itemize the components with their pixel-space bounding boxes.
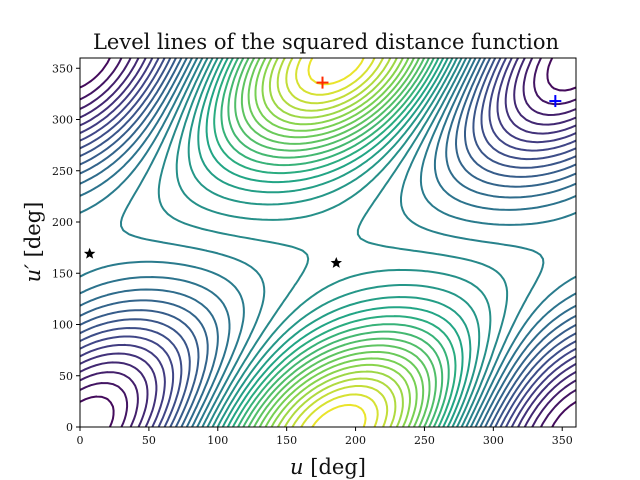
x-axis-ticks: 0 50 100 150 200 250 300 350 <box>77 427 573 447</box>
y-tick-label: 300 <box>52 114 73 127</box>
contour-level-line <box>285 58 389 427</box>
contour-level-line <box>80 58 576 427</box>
contour-level-line <box>80 58 576 427</box>
y-tick-label: 50 <box>59 370 73 383</box>
contour-level-line <box>254 58 418 427</box>
contour-level-line <box>80 58 576 427</box>
y-tick-label: 0 <box>66 421 73 434</box>
contour-level-line <box>80 58 576 427</box>
x-tick-label: 150 <box>276 434 297 447</box>
x-tick-label: 0 <box>77 434 84 447</box>
contour-level-line <box>276 58 397 427</box>
contour-level-line <box>80 58 576 427</box>
maximum-marker <box>316 76 329 89</box>
y-tick-label: 150 <box>52 267 73 280</box>
x-tick-label: 200 <box>345 434 366 447</box>
contour-level-line <box>80 58 576 427</box>
contour-level-line <box>80 58 576 427</box>
contour-level-line <box>175 58 492 427</box>
contour-level-line <box>234 58 437 427</box>
critical-point-markers <box>83 76 562 268</box>
contour-level-line <box>261 58 411 427</box>
x-tick-label: 50 <box>142 434 156 447</box>
y-axis-symbol: u′ <box>21 264 45 283</box>
contour-level-line <box>80 58 576 427</box>
contour-level-line <box>80 58 576 427</box>
contour-level-line <box>220 58 450 427</box>
y-tick-label: 350 <box>52 62 73 75</box>
y-axis-label: u′ [deg] <box>21 202 45 283</box>
contour-lines <box>80 58 576 427</box>
y-axis-unit: [deg] <box>21 202 45 264</box>
y-tick-label: 200 <box>52 216 73 229</box>
contour-level-line <box>205 58 464 427</box>
contour-level-line <box>157 58 509 427</box>
contour-level-line <box>227 58 444 427</box>
x-tick-label: 300 <box>483 434 504 447</box>
contour-level-line <box>213 58 457 427</box>
saddle-marker <box>330 257 342 268</box>
contour-level-line <box>80 58 576 427</box>
contour-level-line <box>80 58 576 427</box>
x-tick-label: 100 <box>207 434 228 447</box>
chart-title: Level lines of the squared distance func… <box>93 30 559 54</box>
saddle-marker <box>83 247 96 259</box>
y-tick-label: 100 <box>52 319 73 332</box>
x-tick-label: 350 <box>552 434 573 447</box>
x-axis-label: u [deg] <box>290 455 366 479</box>
contour-level-line <box>80 58 576 427</box>
contour-level-line <box>80 58 576 427</box>
contour-level-line <box>80 58 576 427</box>
plot-frame <box>79 57 577 428</box>
contour-level-line <box>197 58 472 427</box>
contour-level-line <box>240 58 431 427</box>
contour-level-line <box>247 58 425 427</box>
contour-level-line <box>307 58 367 427</box>
x-axis-symbol: u <box>290 455 304 479</box>
contour-level-line <box>120 58 545 427</box>
y-tick-label: 250 <box>52 165 73 178</box>
contour-level-line <box>295 58 379 427</box>
x-axis-unit: [deg] <box>304 455 366 479</box>
y-axis-ticks: 0 50 100 150 200 250 300 350 <box>52 62 80 434</box>
minimum-marker <box>549 95 562 108</box>
x-tick-label: 250 <box>414 434 435 447</box>
